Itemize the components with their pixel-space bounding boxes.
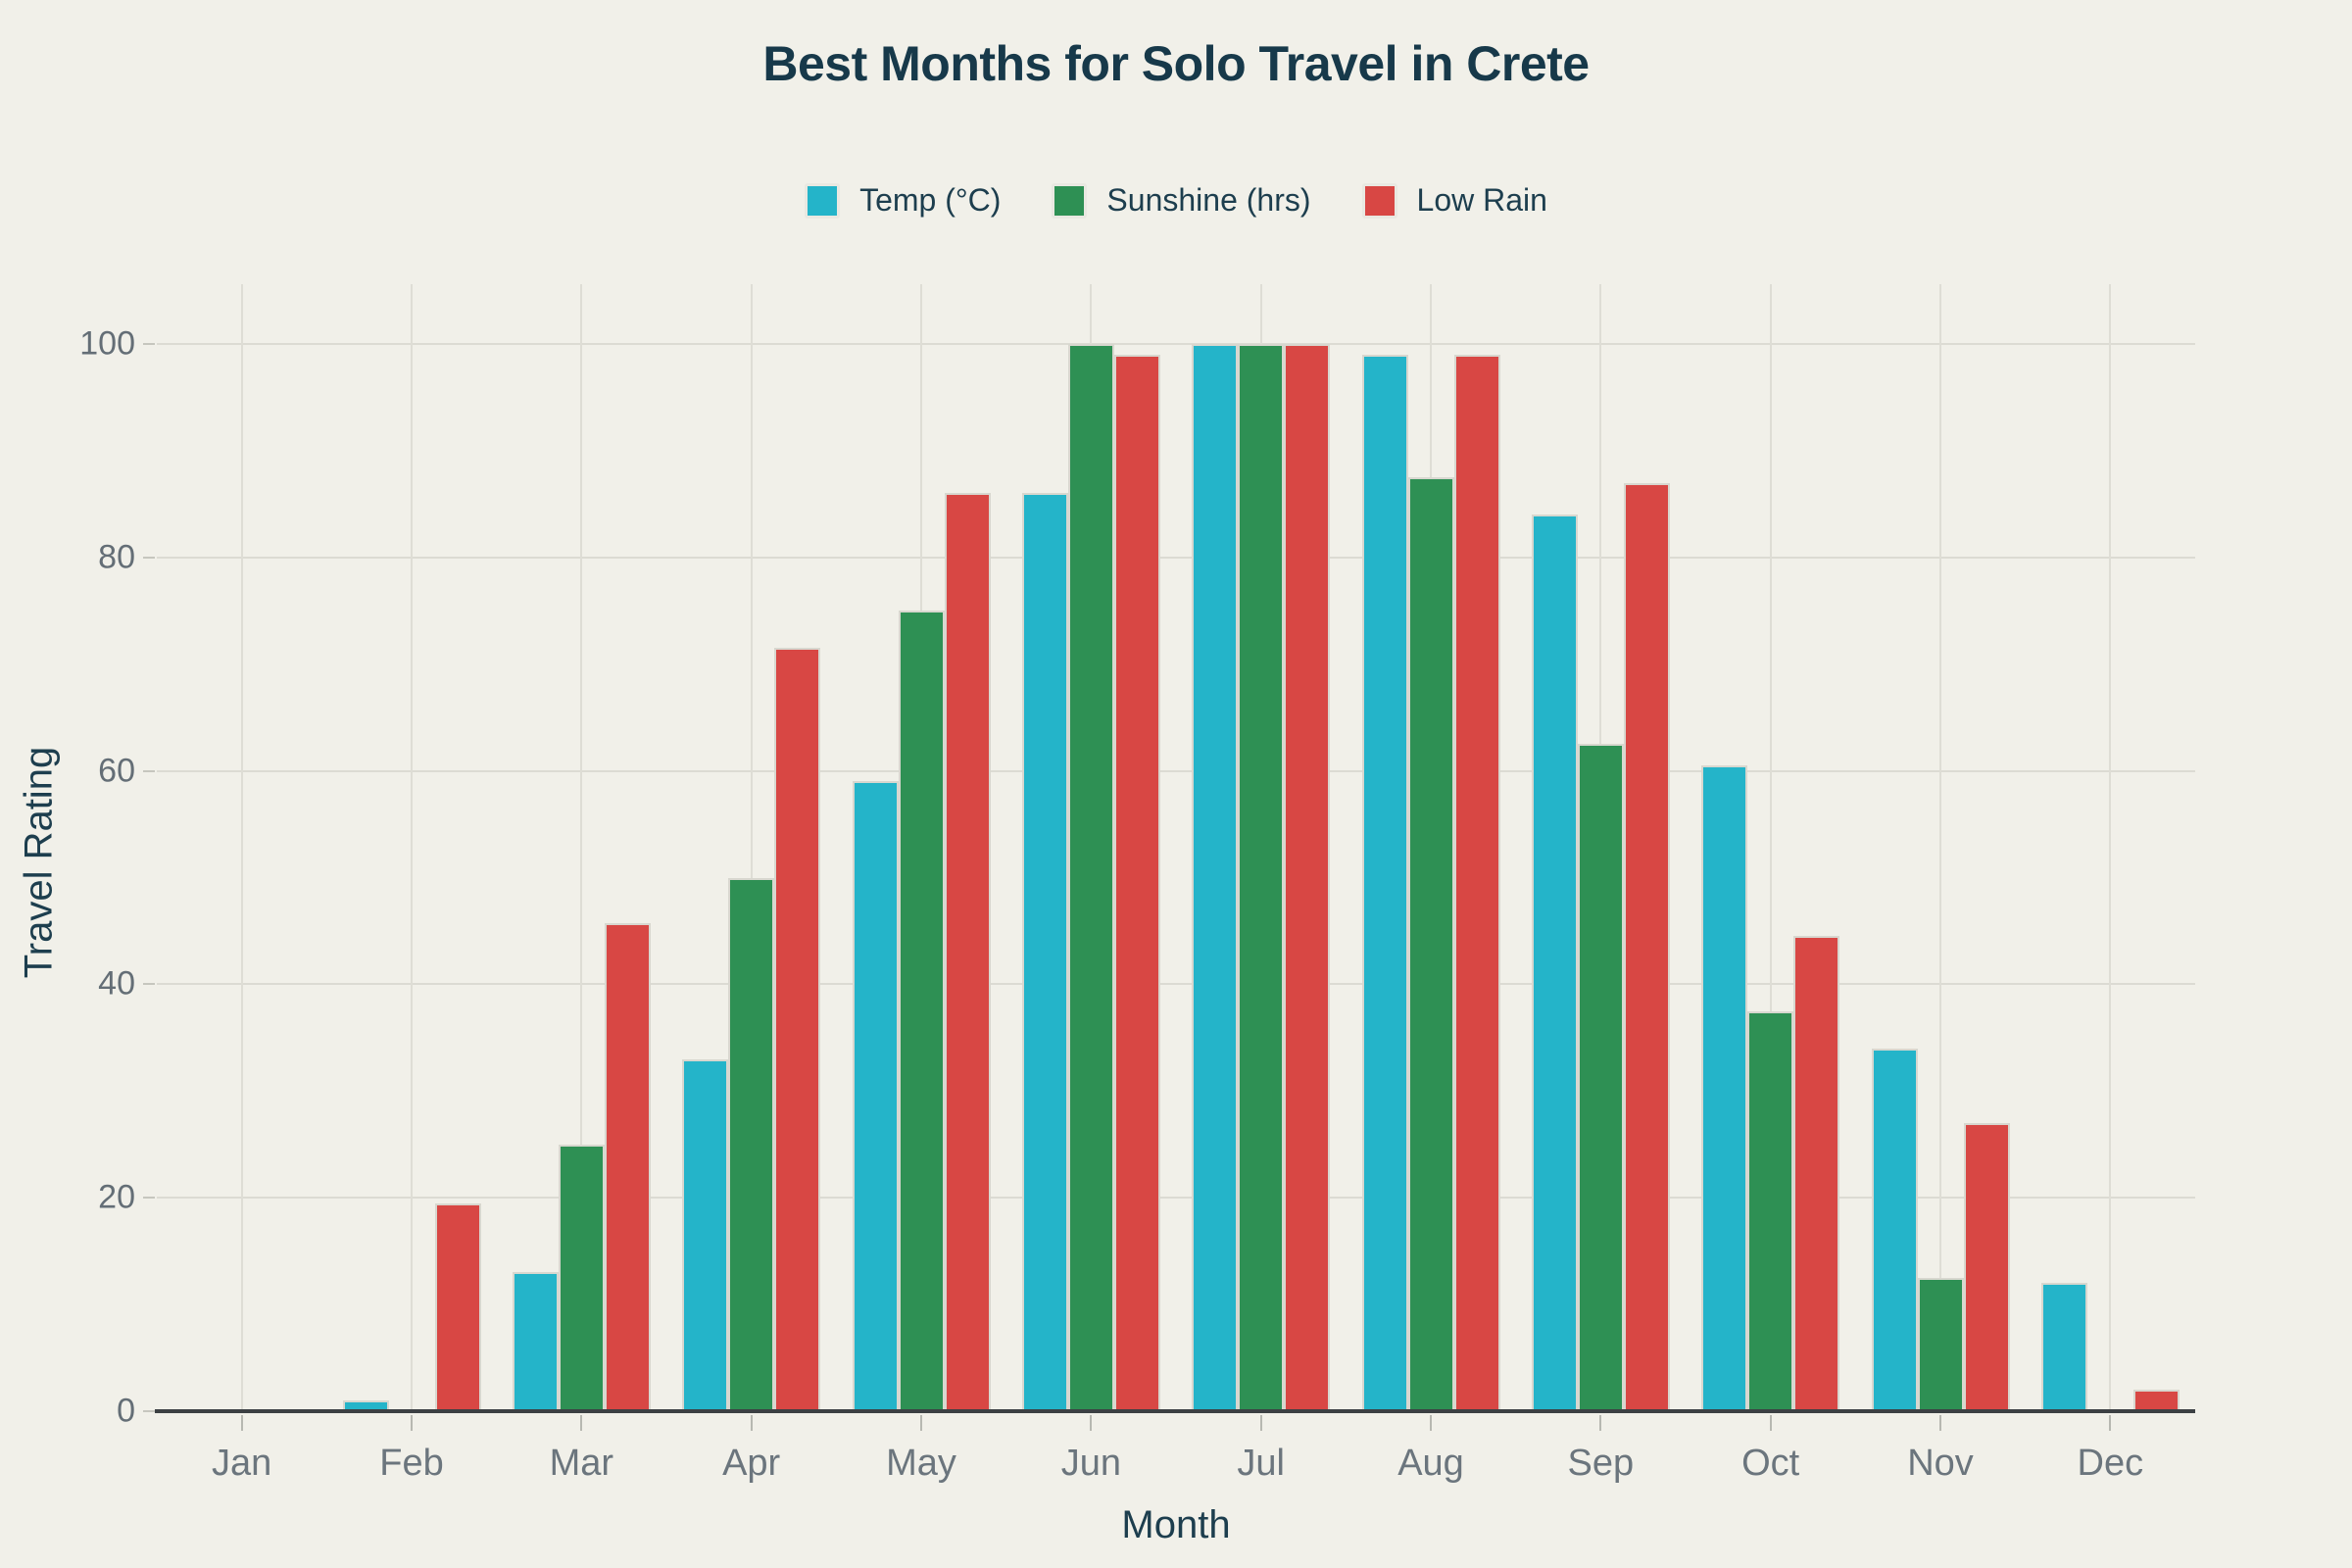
y-axis-tick-0 — [143, 1410, 155, 1412]
gridline-x-mar — [580, 284, 583, 1411]
gridline-y-100 — [157, 343, 2195, 345]
gridline-x-jan — [240, 284, 243, 1411]
y-tick-label-100: 100 — [79, 324, 135, 363]
bar-temp-c-may — [852, 781, 899, 1411]
legend-item-temp-c[interactable]: Temp (°C) — [805, 182, 1001, 219]
x-axis-tick-oct — [1769, 1415, 1772, 1431]
bar-temp-c-dec — [2040, 1283, 2087, 1411]
bar-sunshine-hrs-jul — [1238, 344, 1285, 1411]
bar-temp-c-apr — [682, 1058, 729, 1411]
x-axis-tick-mar — [580, 1415, 583, 1431]
x-tick-label-may: May — [886, 1443, 956, 1484]
legend-item-low-rain[interactable]: Low Rain — [1361, 182, 1547, 219]
bar-sunshine-hrs-aug — [1407, 477, 1454, 1411]
x-axis-tick-apr — [750, 1415, 753, 1431]
legend-label-temp-c: Temp (°C) — [859, 182, 1002, 218]
legend-label-sunshine-hrs: Sunshine (hrs) — [1106, 182, 1311, 218]
gridline-x-oct — [1769, 284, 1772, 1411]
bar-low-rain-aug — [1453, 354, 1500, 1411]
legend-swatch-low-rain — [1361, 182, 1397, 219]
y-axis-tick-100 — [143, 343, 155, 345]
bar-sunshine-hrs-may — [898, 611, 945, 1411]
gridline-x-feb — [411, 284, 413, 1411]
gridline-y-20 — [157, 1197, 2195, 1200]
bar-low-rain-dec — [2132, 1390, 2180, 1411]
x-tick-label-dec: Dec — [2077, 1443, 2144, 1484]
y-axis-tick-40 — [143, 983, 155, 986]
bar-low-rain-feb — [434, 1202, 481, 1411]
x-axis-title: Month — [1121, 1503, 1231, 1546]
bar-temp-c-jun — [1021, 493, 1068, 1411]
bar-sunshine-hrs-sep — [1577, 744, 1624, 1411]
x-tick-label-jun: Jun — [1060, 1443, 1121, 1484]
x-axis-tick-jul — [1259, 1415, 1262, 1431]
chart-title: Best Months for Solo Travel in Crete — [762, 36, 1590, 91]
y-tick-label-80: 80 — [98, 538, 135, 576]
x-tick-label-oct: Oct — [1741, 1443, 1800, 1484]
y-axis-title: Travel Rating — [17, 746, 61, 979]
x-tick-label-feb: Feb — [379, 1443, 444, 1484]
bar-sunshine-hrs-jun — [1067, 344, 1114, 1411]
y-tick-label-60: 60 — [98, 752, 135, 790]
y-axis-tick-80 — [143, 556, 155, 559]
bar-low-rain-oct — [1793, 936, 1840, 1411]
bar-low-rain-may — [944, 493, 991, 1411]
bar-temp-c-mar — [512, 1272, 559, 1411]
x-tick-label-aug: Aug — [1397, 1443, 1464, 1484]
gridline-y-40 — [157, 983, 2195, 986]
bar-low-rain-apr — [774, 648, 821, 1411]
bar-temp-c-oct — [1701, 765, 1748, 1411]
gridline-y-60 — [157, 769, 2195, 772]
bar-temp-c-sep — [1531, 514, 1578, 1411]
x-tick-label-sep: Sep — [1567, 1443, 1635, 1484]
x-axis-tick-aug — [1430, 1415, 1432, 1431]
bar-low-rain-sep — [1623, 482, 1670, 1411]
legend-item-sunshine-hrs[interactable]: Sunshine (hrs) — [1052, 182, 1311, 219]
y-tick-label-40: 40 — [98, 964, 135, 1003]
bar-temp-c-aug — [1361, 354, 1408, 1411]
bar-low-rain-mar — [604, 923, 651, 1411]
x-tick-label-apr: Apr — [722, 1443, 781, 1484]
legend-swatch-temp-c — [805, 182, 841, 219]
bar-low-rain-jun — [1113, 354, 1160, 1411]
y-tick-label-20: 20 — [98, 1178, 135, 1216]
x-axis-tick-feb — [411, 1415, 413, 1431]
x-tick-label-jan: Jan — [212, 1443, 272, 1484]
x-tick-label-jul: Jul — [1237, 1443, 1285, 1484]
x-axis-tick-sep — [1599, 1415, 1602, 1431]
bar-sunshine-hrs-mar — [558, 1144, 605, 1411]
x-axis-tick-dec — [2109, 1415, 2112, 1431]
x-axis-line — [155, 1409, 2195, 1413]
x-tick-label-nov: Nov — [1907, 1443, 1974, 1484]
legend-label-low-rain: Low Rain — [1416, 182, 1547, 218]
x-tick-label-mar: Mar — [549, 1443, 614, 1484]
x-axis-tick-jun — [1090, 1415, 1093, 1431]
bar-sunshine-hrs-nov — [1917, 1277, 1964, 1411]
gridline-x-apr — [750, 284, 753, 1411]
bar-low-rain-jul — [1284, 344, 1331, 1411]
bar-sunshine-hrs-oct — [1747, 1010, 1794, 1411]
y-axis-tick-20 — [143, 1197, 155, 1200]
bar-low-rain-nov — [1963, 1122, 2010, 1411]
legend-swatch-sunshine-hrs — [1052, 182, 1088, 219]
x-axis-tick-jan — [240, 1415, 243, 1431]
x-axis-tick-nov — [1939, 1415, 1941, 1431]
gridline-x-dec — [2109, 284, 2112, 1411]
y-axis-tick-60 — [143, 769, 155, 772]
bar-temp-c-jul — [1192, 344, 1239, 1411]
bar-temp-c-nov — [1871, 1048, 1918, 1411]
bar-sunshine-hrs-apr — [728, 877, 775, 1411]
chart-legend: Temp (°C) Sunshine (hrs) Low Rain — [0, 182, 2352, 219]
y-tick-label-0: 0 — [117, 1392, 135, 1430]
gridline-x-nov — [1939, 284, 1941, 1411]
bar-temp-c-feb — [342, 1400, 389, 1411]
x-axis-tick-may — [920, 1415, 922, 1431]
gridline-y-80 — [157, 556, 2195, 559]
